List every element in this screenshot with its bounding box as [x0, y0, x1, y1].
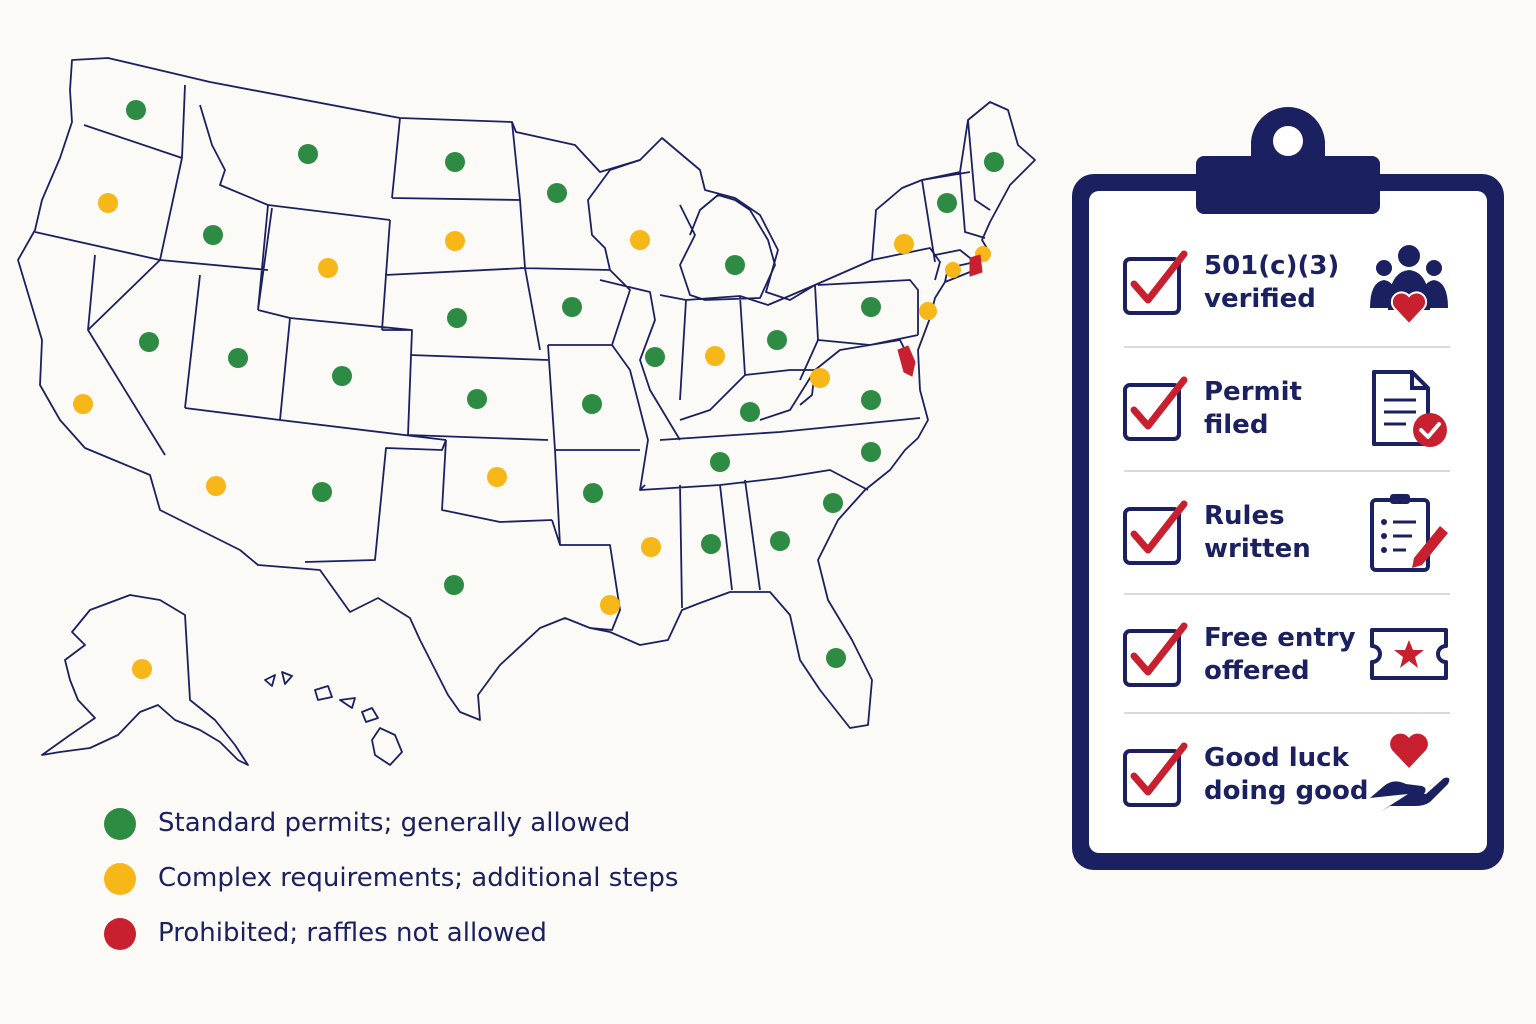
marker-oklahoma: [487, 467, 507, 487]
marker-alabama: [701, 534, 721, 554]
people-heart-icon: [1370, 245, 1448, 326]
marker-vermont-nh: [937, 193, 957, 213]
marker-colorado: [332, 366, 352, 386]
marker-louisiana: [600, 595, 620, 615]
marker-arkansas: [583, 483, 603, 503]
checklist-item-free-entry: Free entry offered: [1122, 612, 1452, 722]
checklist-label: Permit filed: [1204, 377, 1302, 440]
marker-maine: [984, 152, 1004, 172]
marker-mississippi: [641, 537, 661, 557]
marker-kansas: [467, 389, 487, 409]
marker-arizona: [206, 476, 226, 496]
divider: [1124, 712, 1450, 714]
divider: [1124, 346, 1450, 348]
marker-nebraska: [447, 308, 467, 328]
marker-michigan: [725, 255, 745, 275]
marker-nevada: [139, 332, 159, 352]
us-outline: [17, 57, 1036, 729]
marker-indiana: [705, 346, 725, 366]
marker-south-dakota: [445, 231, 465, 251]
marker-new-york: [894, 234, 914, 254]
marker-ohio: [767, 330, 787, 350]
ticket-star-icon: [1370, 628, 1448, 680]
checkmark-box-icon: [1123, 500, 1188, 565]
marker-wyoming: [318, 258, 338, 278]
marker-oregon: [98, 193, 118, 213]
hawaii-outline: [264, 671, 403, 766]
divider: [1124, 470, 1450, 472]
marker-virginia: [861, 390, 881, 410]
marker-florida: [826, 648, 846, 668]
checklist-label: Rules written: [1204, 501, 1311, 564]
marker-new-jersey: [919, 302, 937, 320]
marker-idaho: [203, 225, 223, 245]
marker-montana: [298, 144, 318, 164]
clipboard-pencil-icon: [1370, 494, 1448, 572]
red-dot-icon: [104, 918, 136, 950]
marker-minnesota: [547, 183, 567, 203]
marker-north-dakota: [445, 152, 465, 172]
marker-texas: [444, 575, 464, 595]
hand-heart-icon: [1370, 733, 1450, 812]
green-dot-icon: [104, 808, 136, 840]
checklist-item-permit: Permit filed: [1122, 366, 1452, 476]
checkmark-box-icon: [1123, 742, 1188, 807]
checklist-item-good-luck: Good luck doing good: [1122, 732, 1452, 842]
legend-label: Prohibited; raffles not allowed: [158, 918, 547, 948]
marker-pennsylvania: [861, 297, 881, 317]
checkmark-box-icon: [1123, 376, 1188, 441]
marker-alaska: [132, 659, 152, 679]
legend-label: Complex requirements; additional steps: [158, 863, 679, 893]
marker-connecticut: [945, 262, 961, 278]
marker-kentucky: [740, 402, 760, 422]
checklist-label: Good luck doing good: [1204, 743, 1369, 806]
marker-utah: [228, 348, 248, 368]
checklist-item-verified: 501(c)(3) verified: [1122, 240, 1452, 350]
checkmark-box-icon: [1123, 622, 1188, 687]
marker-missouri: [582, 394, 602, 414]
state-borders: [34, 84, 991, 631]
marker-delaware: [897, 345, 916, 377]
divider: [1124, 593, 1450, 595]
marker-south-carolina: [823, 493, 843, 513]
marker-rhode-island: [969, 254, 983, 277]
marker-illinois: [645, 347, 665, 367]
marker-north-carolina: [861, 442, 881, 462]
marker-wisconsin: [630, 230, 650, 250]
marker-california: [73, 394, 93, 414]
us-map: [17, 57, 1036, 766]
marker-iowa: [562, 297, 582, 317]
legend-label: Standard permits; generally allowed: [158, 808, 631, 838]
marker-georgia: [770, 531, 790, 551]
checklist-label: 501(c)(3) verified: [1204, 251, 1340, 314]
clipboard-clip-icon: [1196, 107, 1380, 214]
marker-new-mexico: [312, 482, 332, 502]
alaska-outline: [41, 594, 249, 766]
checklist-item-rules: Rules written: [1122, 490, 1452, 600]
checklist-label: Free entry offered: [1204, 623, 1356, 686]
marker-washington: [126, 100, 146, 120]
yellow-dot-icon: [104, 863, 136, 895]
marker-tennessee: [710, 452, 730, 472]
marker-west-virginia: [810, 368, 830, 388]
document-check-icon: [1372, 370, 1447, 447]
checkmark-box-icon: [1123, 250, 1188, 315]
